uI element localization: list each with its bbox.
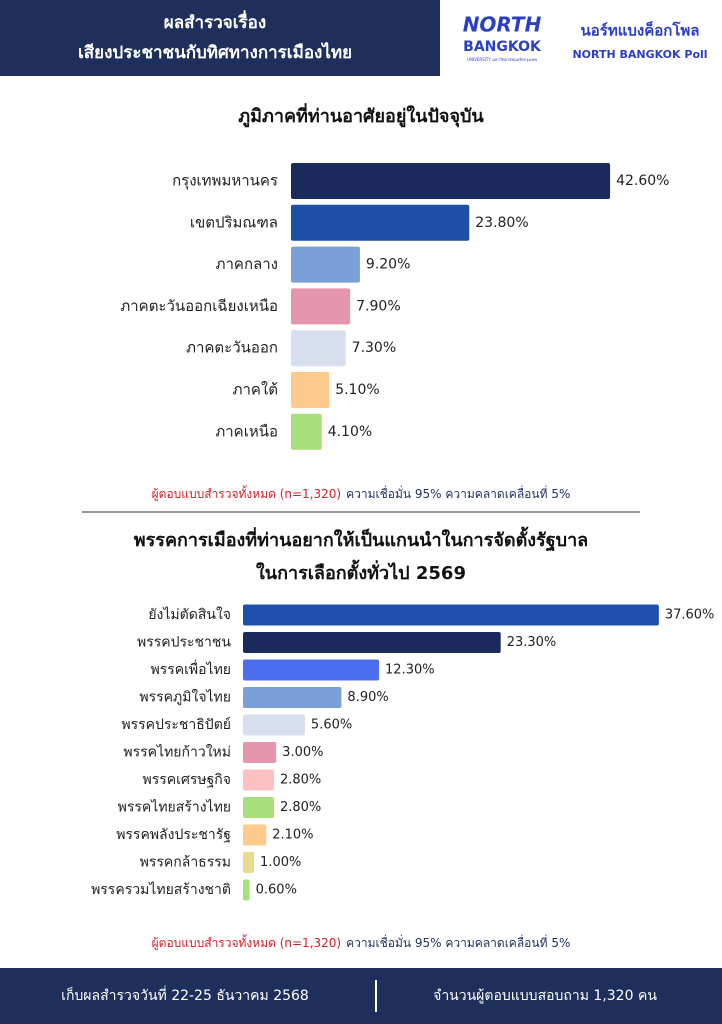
brand-name: NORTH BANGKOK Poll bbox=[572, 48, 707, 61]
value-label: 42.60% bbox=[616, 173, 669, 189]
bar bbox=[243, 852, 255, 873]
bar bbox=[243, 632, 501, 653]
value-label: 5.60% bbox=[311, 718, 352, 733]
category-label: ยังไม่ตัดสินใจ bbox=[148, 606, 231, 623]
chart-title: พรรคการเมืองที่ท่านอยากให้เป็นแกนนำในการ… bbox=[134, 526, 588, 552]
note: ผู้ตอบแบบสำรวจทั้งหมด (n=1,320) ความเชื่อ… bbox=[152, 934, 571, 951]
logo-text: BANGKOK bbox=[463, 39, 542, 55]
brand-name: นอร์ทแบงค็อกโพล bbox=[581, 21, 700, 40]
category-label: ภาคตะวันออก bbox=[186, 339, 278, 357]
logo-text: UNIVERSITY มหาวิทยาลัยนอร์ทกรุงเทพ bbox=[467, 57, 537, 63]
category-label: พรรคกล้าธรรม bbox=[140, 855, 231, 871]
footer-band bbox=[0, 968, 722, 1024]
footer-text: เก็บผลสำรวจวันที่ 22-25 ธันวาคม 2568 bbox=[61, 986, 309, 1004]
category-label: พรรคเศรษฐกิจ bbox=[143, 772, 231, 788]
bar bbox=[291, 163, 611, 199]
value-label: 5.10% bbox=[335, 382, 379, 398]
category-label: ภาคตะวันออกเฉียงเหนือ bbox=[120, 297, 278, 315]
value-label: 2.80% bbox=[280, 800, 321, 815]
category-label: เขตปริมณฑล bbox=[190, 213, 278, 231]
value-label: 4.10% bbox=[328, 424, 372, 440]
note: ผู้ตอบแบบสำรวจทั้งหมด (n=1,320) ความเชื่อ… bbox=[152, 485, 571, 502]
logo-text: NORTH bbox=[463, 13, 542, 37]
value-label: 2.10% bbox=[272, 828, 313, 843]
value-label: 1.00% bbox=[260, 855, 301, 870]
category-label: พรรคประชาชน bbox=[137, 635, 231, 651]
value-label: 23.30% bbox=[507, 635, 557, 650]
bar bbox=[291, 372, 330, 408]
value-label: 3.00% bbox=[282, 745, 323, 760]
category-label: พรรคพลังประชารัฐ bbox=[116, 827, 231, 843]
category-label: ภาคใต้ bbox=[233, 381, 278, 399]
header-title: เสียงประชาชนกับทิศทางการเมืองไทย bbox=[78, 42, 352, 63]
category-label: พรรคภูมิใจไทย bbox=[139, 689, 231, 706]
bar bbox=[243, 742, 277, 763]
note-part: ผู้ตอบแบบสำรวจทั้งหมด (n=1,320) bbox=[152, 934, 341, 951]
footer-text: จำนวนผู้ตอบแบบสอบถาม 1,320 คน bbox=[433, 988, 657, 1004]
value-label: 7.30% bbox=[352, 340, 396, 356]
bar bbox=[243, 769, 274, 791]
bar bbox=[243, 879, 250, 901]
value-label: 9.20% bbox=[366, 257, 410, 273]
bar bbox=[243, 687, 342, 708]
category-label: ภาคเหนือ bbox=[215, 422, 278, 440]
category-label: พรรครวมไทยสร้างชาติ bbox=[91, 881, 231, 898]
bar bbox=[291, 330, 346, 367]
value-label: 23.80% bbox=[475, 215, 528, 231]
header-title: ผลสำรวจเรื่อง bbox=[164, 10, 266, 33]
value-label: 12.30% bbox=[385, 663, 435, 678]
category-label: พรรคเพื่อไทย bbox=[150, 660, 231, 678]
category-label: กรุงเทพมหานคร bbox=[172, 172, 278, 191]
chart-title: ในการเลือกตั้งทั่วไป 2569 bbox=[256, 559, 466, 584]
note-part: ความเชื่อมั่น 95% ความคลาดเคลื่อนที่ 5% bbox=[346, 485, 570, 501]
note-part: ความเชื่อมั่น 95% ความคลาดเคลื่อนที่ 5% bbox=[346, 934, 570, 950]
bar bbox=[291, 288, 351, 325]
value-label: 2.80% bbox=[280, 773, 321, 788]
category-label: พรรคประชาธิปัตย์ bbox=[121, 716, 231, 733]
bar bbox=[291, 413, 322, 450]
bar bbox=[243, 714, 305, 736]
header-band bbox=[0, 0, 440, 76]
note-part: ผู้ตอบแบบสำรวจทั้งหมด (n=1,320) bbox=[152, 485, 341, 502]
bar bbox=[291, 246, 360, 283]
category-label: ภาคกลาง bbox=[216, 255, 278, 273]
bar bbox=[243, 797, 274, 818]
value-label: 37.60% bbox=[665, 608, 715, 623]
value-label: 7.90% bbox=[356, 298, 400, 314]
bar bbox=[243, 824, 267, 846]
value-label: 0.60% bbox=[256, 883, 297, 898]
chart-title: ภูมิภาคที่ท่านอาศัยอยู่ในปัจจุบัน bbox=[238, 103, 484, 128]
category-label: พรรคไทยก้าวใหม่ bbox=[123, 744, 231, 761]
bar bbox=[291, 204, 470, 241]
value-label: 8.90% bbox=[347, 690, 388, 705]
category-label: พรรคไทยสร้างไทย bbox=[118, 799, 231, 816]
bar bbox=[243, 604, 659, 626]
bar bbox=[243, 659, 380, 681]
